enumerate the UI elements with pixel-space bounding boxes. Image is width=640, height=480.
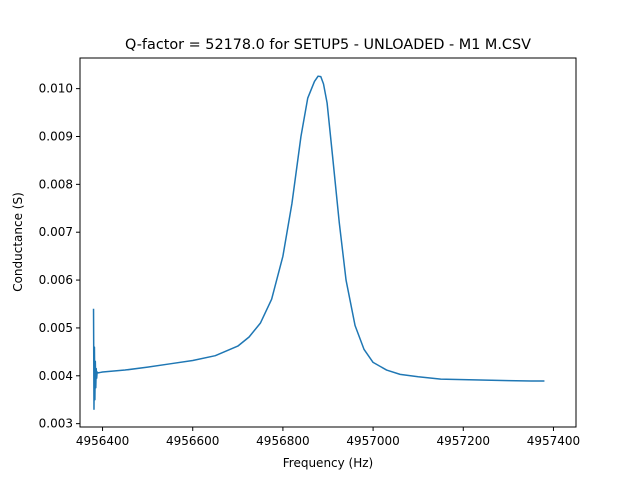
plot-frame	[79, 57, 577, 428]
y-tick-label: 0.004	[39, 369, 73, 383]
y-axis: 0.003 0.004 0.005 0.006 0.007 0.008 0.009 0.010	[39, 82, 80, 431]
series-line-0	[92, 75, 545, 411]
x-tick-label: 4956800	[256, 434, 309, 448]
x-axis-label: Frequency (Hz)	[283, 456, 374, 470]
y-tick-label: 0.009	[39, 129, 73, 143]
y-tick-label: 0.005	[39, 321, 73, 335]
y-tick-label: 0.006	[39, 273, 73, 287]
y-tick-label: 0.003	[39, 417, 73, 431]
x-axis: 4956400 4956600 4956800 4957000 4957200 49574…	[76, 427, 580, 448]
y-axis-label: Conductance (S)	[11, 192, 25, 292]
x-tick-label: 4956600	[166, 434, 219, 448]
x-tick-label: 4957000	[346, 434, 399, 448]
y-tick-label: 0.010	[39, 82, 73, 96]
chart-title: Q-factor = 52178.0 for SETUP5 - UNLOADED…	[125, 37, 531, 53]
y-tick-label: 0.008	[39, 177, 73, 191]
x-tick-label: 4957400	[527, 434, 580, 448]
x-tick-label: 4957200	[437, 434, 490, 448]
x-tick-label: 4956400	[76, 434, 129, 448]
y-tick-label: 0.007	[39, 225, 73, 239]
